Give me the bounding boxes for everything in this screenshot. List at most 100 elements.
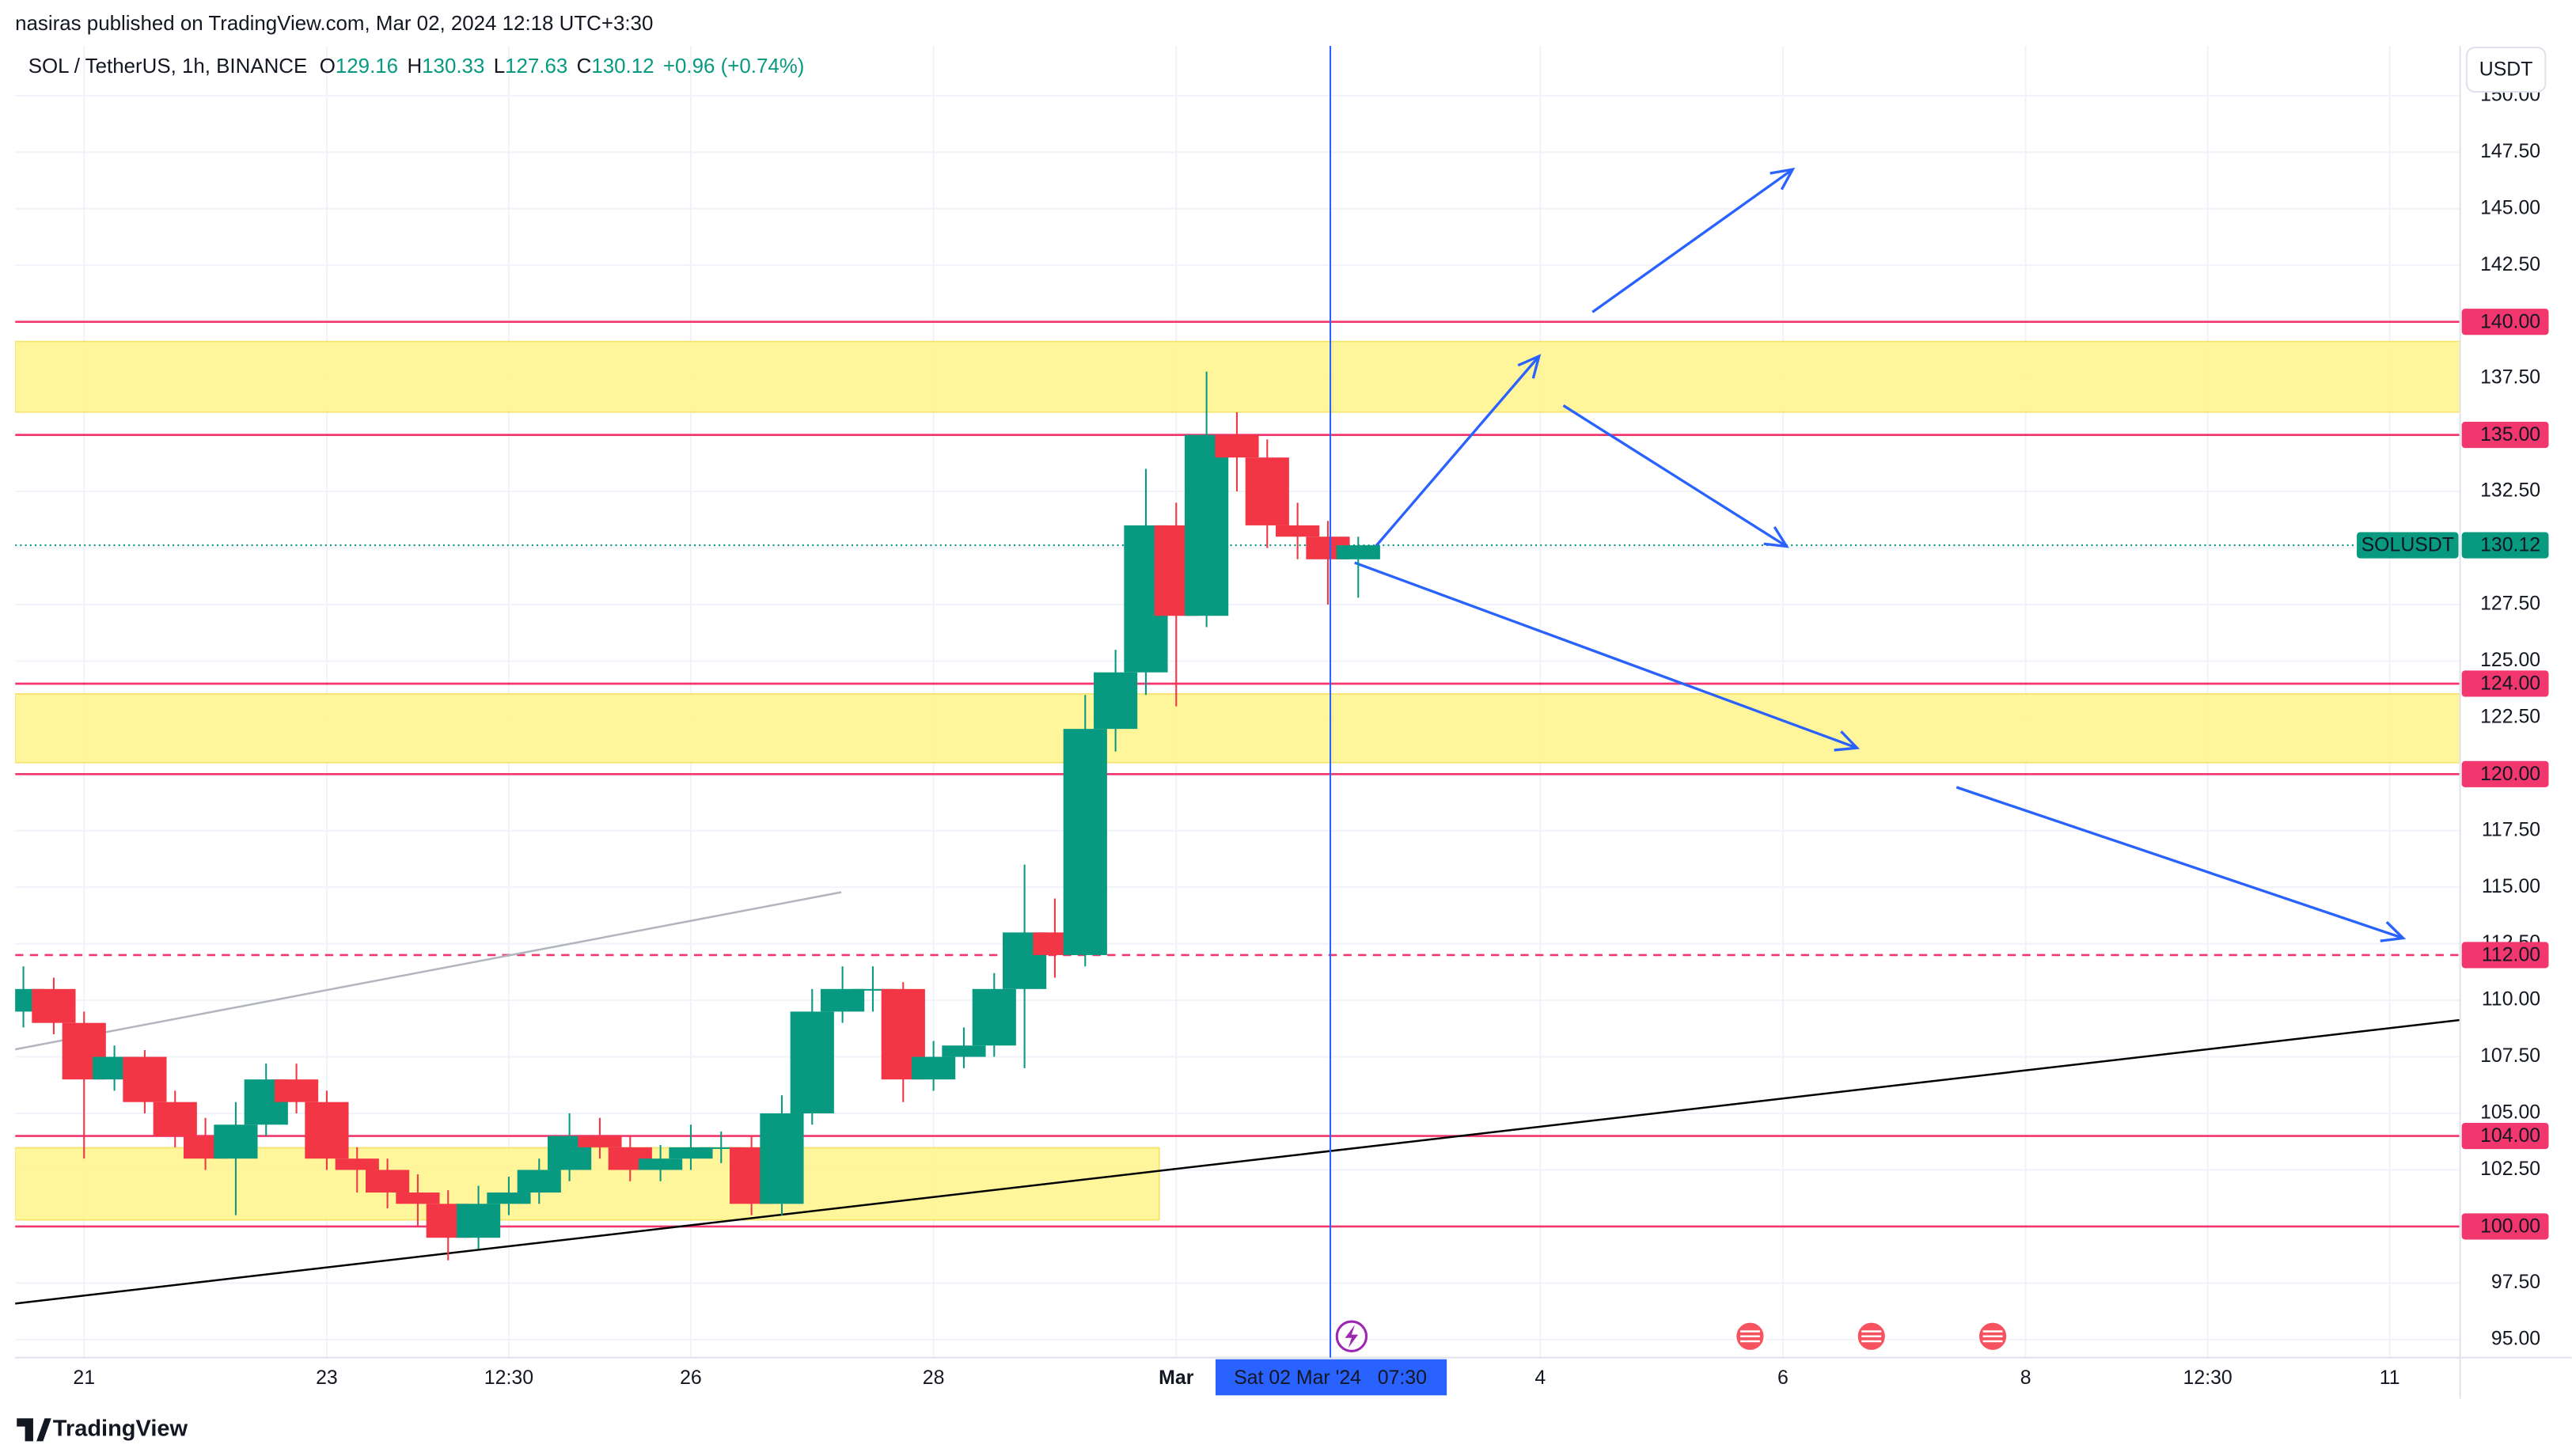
ohlc-value: 130.33 <box>422 55 484 78</box>
x-tick-label: 8 <box>2020 1367 2031 1389</box>
arrow <box>1370 355 1541 552</box>
level-label: 104.00 <box>2480 1124 2540 1147</box>
publisher: nasiras published on TradingView.com, Ma… <box>15 13 653 35</box>
candle-body <box>912 1056 956 1080</box>
arrow-head <box>1834 730 1861 752</box>
currency-button-box[interactable] <box>2465 47 2547 93</box>
currency-button[interactable]: USDT <box>2465 47 2547 93</box>
candle-body <box>274 1079 319 1102</box>
candle-body <box>790 1011 834 1114</box>
arrow <box>1562 404 1788 548</box>
price-name: SOLUSDT <box>2361 534 2454 556</box>
y-tick-label: 97.50 <box>2491 1271 2540 1293</box>
x-tick-label: 23 <box>316 1367 338 1389</box>
trendline <box>15 891 842 1051</box>
x-tick-label: 6 <box>1777 1367 1789 1389</box>
y-tick-label: 137.50 <box>2480 366 2540 389</box>
candle-body <box>1245 457 1289 525</box>
change-pct: (+0.74%) <box>721 55 805 78</box>
level-label: 140.00 <box>2480 310 2540 332</box>
level-label-box <box>2461 422 2549 449</box>
candle-body <box>1185 434 1229 616</box>
candle-body <box>32 988 76 1023</box>
price-name-box <box>2357 532 2459 559</box>
arrow-head <box>1763 526 1789 548</box>
level-label: 124.00 <box>2480 673 2540 695</box>
candle-body <box>972 988 1016 1046</box>
x-tick-label: 28 <box>923 1367 945 1389</box>
arrow <box>1956 786 2404 940</box>
candle-body <box>456 1204 501 1238</box>
currency-label[interactable]: USDT <box>2479 59 2533 81</box>
candle-body <box>214 1124 258 1159</box>
y-tick-label: 132.50 <box>2480 480 2540 502</box>
x-tick-label: 12:30 <box>2183 1367 2232 1389</box>
trendline <box>15 1018 2460 1305</box>
y-tick-label: 107.50 <box>2480 1045 2540 1067</box>
candles <box>15 371 1380 1261</box>
level-label-box <box>2461 670 2549 697</box>
candle-body <box>942 1045 986 1057</box>
y-tick-label: 127.50 <box>2480 593 2540 615</box>
level-label-box <box>2461 1213 2549 1240</box>
y-tick-label: 105.00 <box>2480 1101 2540 1124</box>
y-tick-label: 102.50 <box>2480 1158 2540 1180</box>
ohlc-value: 129.16 <box>336 55 398 78</box>
y-tick-label: 147.50 <box>2480 140 2540 162</box>
candle-body <box>305 1101 349 1159</box>
arrow-head <box>1517 354 1542 379</box>
x-tick-label: Mar <box>1159 1367 1194 1389</box>
candle-body <box>335 1158 379 1170</box>
level-label-box <box>2461 760 2549 787</box>
flag-stripes <box>1739 1330 2003 1343</box>
arrow-head <box>2380 921 2407 942</box>
y-tick-label: 95.00 <box>2491 1327 2540 1349</box>
overlay: 140.00 135.00 124.00 120.00 112.00 104.00 100.… <box>1215 46 2549 1396</box>
drawings <box>15 167 2460 1305</box>
y-tick-label: 125.00 <box>2480 649 2540 671</box>
level-label: 100.00 <box>2480 1215 2540 1238</box>
x-tick-label: 11 <box>2380 1367 2400 1389</box>
candle-body <box>1276 525 1320 537</box>
candle-body <box>578 1136 622 1147</box>
candle-body <box>396 1192 440 1204</box>
candle-body <box>1094 672 1138 730</box>
crosshair-label: Sat 02 Mar '24 07:30 <box>1234 1367 1427 1389</box>
y-tick-label: 142.50 <box>2480 253 2540 275</box>
candle-body <box>638 1158 683 1170</box>
candle-body <box>1215 434 1259 458</box>
levels <box>15 320 2460 1228</box>
y-tick-label: 117.50 <box>2482 818 2540 840</box>
level-label: 112.00 <box>2482 944 2540 966</box>
candle-body <box>821 988 865 1012</box>
ohlc-letter: C <box>577 55 592 78</box>
arrow-head <box>1770 167 1796 191</box>
price-label-box <box>2461 532 2549 559</box>
legend: SOL / TetherUS, 1h, BINANCE O129.16 H130… <box>28 55 805 78</box>
level-label-box <box>2461 1123 2549 1150</box>
brand: TradingView <box>53 1416 188 1442</box>
arrow <box>1591 168 1794 313</box>
candle-body <box>669 1147 713 1159</box>
level-label-box <box>2461 309 2549 336</box>
candle-body <box>760 1113 804 1204</box>
candle-body <box>517 1170 561 1193</box>
x-tick-label: 26 <box>680 1367 702 1389</box>
event-icons <box>1335 1320 2009 1352</box>
x-tick-label: 4 <box>1534 1367 1546 1389</box>
lightning <box>1345 1325 1359 1348</box>
y-tick-label: 122.50 <box>2480 705 2540 727</box>
level-label-box <box>2461 942 2549 969</box>
change: +0.96 <box>663 55 715 78</box>
candle-body <box>153 1101 197 1136</box>
candle-body <box>123 1056 167 1102</box>
ohlc-value: 130.12 <box>591 55 654 78</box>
candle-body <box>1336 545 1380 559</box>
symbol: SOL / TetherUS, 1h, BINANCE <box>28 55 308 78</box>
level-label: 135.00 <box>2480 423 2540 446</box>
candle-body <box>365 1170 410 1193</box>
ohlc-value: 127.63 <box>505 55 567 78</box>
footer-logo: TradingView <box>17 1416 188 1442</box>
